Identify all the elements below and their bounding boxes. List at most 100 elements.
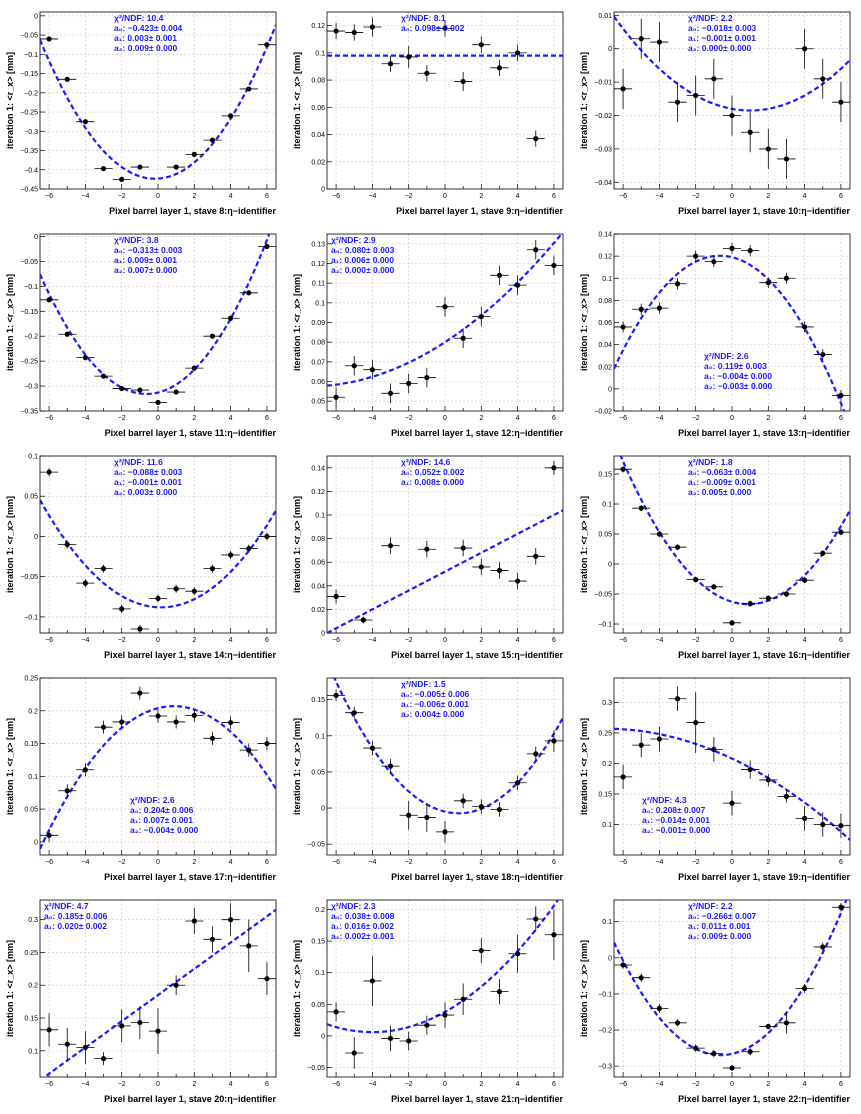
y-tick-label: 0.13 [311, 241, 325, 248]
y-tick-label: −0.1 [598, 991, 612, 998]
x-tick-label: 4 [229, 193, 233, 200]
x-tick-label: −4 [368, 637, 376, 644]
data-point [765, 280, 771, 286]
data-point [533, 136, 539, 142]
fit-stat-line: a₀: 0.204± 0.006 [130, 805, 194, 815]
data-point [838, 904, 844, 910]
y-tick-label: −0.02 [594, 409, 612, 416]
fit-stat-line: χ²/NDF: 4.3 [642, 795, 687, 805]
data-point [620, 774, 626, 780]
data-point [82, 580, 88, 586]
y-tick-label: 0.14 [311, 465, 325, 472]
x-axis-label: Pixel barrel layer 1, stave 18:η−identif… [391, 872, 563, 882]
data-point [119, 719, 125, 725]
y-tick-label: −0.05 [594, 592, 612, 599]
data-point [693, 1045, 699, 1051]
data-point [478, 564, 484, 570]
data-point [620, 962, 626, 968]
data-point [228, 917, 234, 923]
data-point [693, 253, 699, 259]
fit-stat-line: a₁: −0.009± 0.001 [688, 477, 756, 487]
data-point [638, 36, 644, 42]
y-axis-label: iteration 1: <r_x> [mm] [5, 718, 15, 815]
y-tick-label: 0.1 [602, 276, 612, 283]
fit-curve [40, 234, 271, 396]
y-tick-label: −0.4 [24, 167, 38, 174]
y-axis-label: iteration 1: <r_x> [mm] [292, 52, 302, 149]
x-tick-label: −6 [45, 193, 53, 200]
data-point [191, 918, 197, 924]
data-point [783, 591, 790, 597]
data-point [406, 1038, 412, 1044]
data-point [246, 86, 252, 92]
x-tick-label: 6 [552, 415, 556, 422]
x-tick-label: 4 [516, 193, 520, 200]
chart-svg: 0.3 0.25 0.2 0.15 0.1 −6 −4 −2 0 2 4 6 iteration 1: … [579, 677, 850, 882]
data-point [656, 531, 662, 537]
x-axis-label: Pixel barrel layer 1, stave 13:η−identif… [678, 428, 850, 438]
y-tick-label: 0.02 [311, 159, 325, 166]
y-tick-label: 0.1 [28, 774, 38, 781]
x-tick-label: 2 [479, 193, 483, 200]
x-tick-label: −6 [619, 1081, 627, 1088]
data-point [137, 387, 143, 393]
y-tick-label: −0.01 [594, 80, 612, 87]
data-point [820, 550, 826, 556]
data-point [387, 543, 394, 549]
data-point [711, 76, 717, 82]
x-tick-label: 2 [192, 1081, 196, 1088]
fit-stat-line: a₁: −0.001± 0.001 [114, 477, 182, 487]
data-point [191, 151, 197, 157]
x-tick-label: 2 [192, 859, 196, 866]
data-point [351, 710, 357, 716]
x-tick-label: 2 [766, 1081, 770, 1088]
y-tick-label: −0.05 [20, 33, 38, 40]
y-tick-label: 0.1 [28, 454, 38, 461]
data-point [496, 806, 503, 813]
x-tick-label: 2 [766, 415, 770, 422]
chart-panel: 0 0.02 0.04 0.06 0.08 0.1 0.12 −6 −4 −2 0 2 4 6 iterat… [287, 2, 574, 224]
x-tick-label: 4 [803, 859, 807, 866]
fit-stat-line: a₁: 0.009± 0.001 [114, 255, 177, 265]
x-tick-label: −6 [619, 637, 627, 644]
data-point [820, 76, 826, 82]
y-tick-label: 0 [608, 955, 612, 962]
data-point [656, 39, 662, 45]
y-tick-label: 0.15 [24, 1016, 38, 1023]
data-point [424, 546, 430, 552]
data-point [360, 617, 366, 623]
data-point [747, 129, 753, 135]
y-tick-label: 0.02 [598, 364, 612, 371]
y-tick-label: −0.1 [24, 614, 38, 621]
chart-panel: 0.01 0 −0.01 −0.02 −0.03 −0.04 −6 −4 −2 0 2 4 6 itera… [574, 2, 861, 224]
x-axis-label: Pixel barrel layer 1, stave 9:η−identifi… [396, 206, 563, 216]
data-point [424, 70, 430, 76]
data-point [173, 586, 179, 592]
fit-stat-line: a₀: −0.313± 0.003 [114, 245, 183, 255]
data-point [46, 469, 52, 475]
y-tick-label: 0.05 [311, 399, 325, 406]
chart-svg: 0.2 0.15 0.1 0.05 0 −0.05 −6 −4 −2 0 2 4 6 iteration … [292, 899, 563, 1104]
chart-svg: 0.3 0.25 0.2 0.15 0.1 −6 −4 −2 0 2 4 6 iteration 1: … [5, 899, 276, 1104]
data-point [351, 363, 357, 369]
data-point [765, 146, 771, 152]
x-tick-label: −2 [118, 1081, 126, 1088]
x-tick-label: 2 [766, 637, 770, 644]
fit-stat-line: a₁: 0.016± 0.002 [331, 921, 394, 931]
data-point [711, 584, 717, 590]
y-tick-label: 0.06 [598, 320, 612, 327]
fit-stat-line: χ²/NDF: 10.4 [114, 13, 164, 23]
y-tick-label: −0.05 [20, 574, 38, 581]
data-point [551, 262, 557, 269]
x-tick-label: 0 [443, 859, 447, 866]
y-tick-label: 0 [321, 631, 325, 638]
x-tick-label: 4 [229, 859, 233, 866]
chart-panel: 0.05 0.06 0.07 0.08 0.09 0.1 0.11 0.12 0.13 −6 −4 −… [287, 224, 574, 446]
data-point [228, 552, 234, 558]
x-tick-label: 6 [552, 193, 556, 200]
x-tick-label: −2 [118, 859, 126, 866]
y-axis-label: iteration 1: <r_x> [mm] [5, 940, 15, 1037]
data-point [64, 541, 70, 548]
y-axis-label: iteration 1: <r_x> [mm] [579, 940, 589, 1037]
